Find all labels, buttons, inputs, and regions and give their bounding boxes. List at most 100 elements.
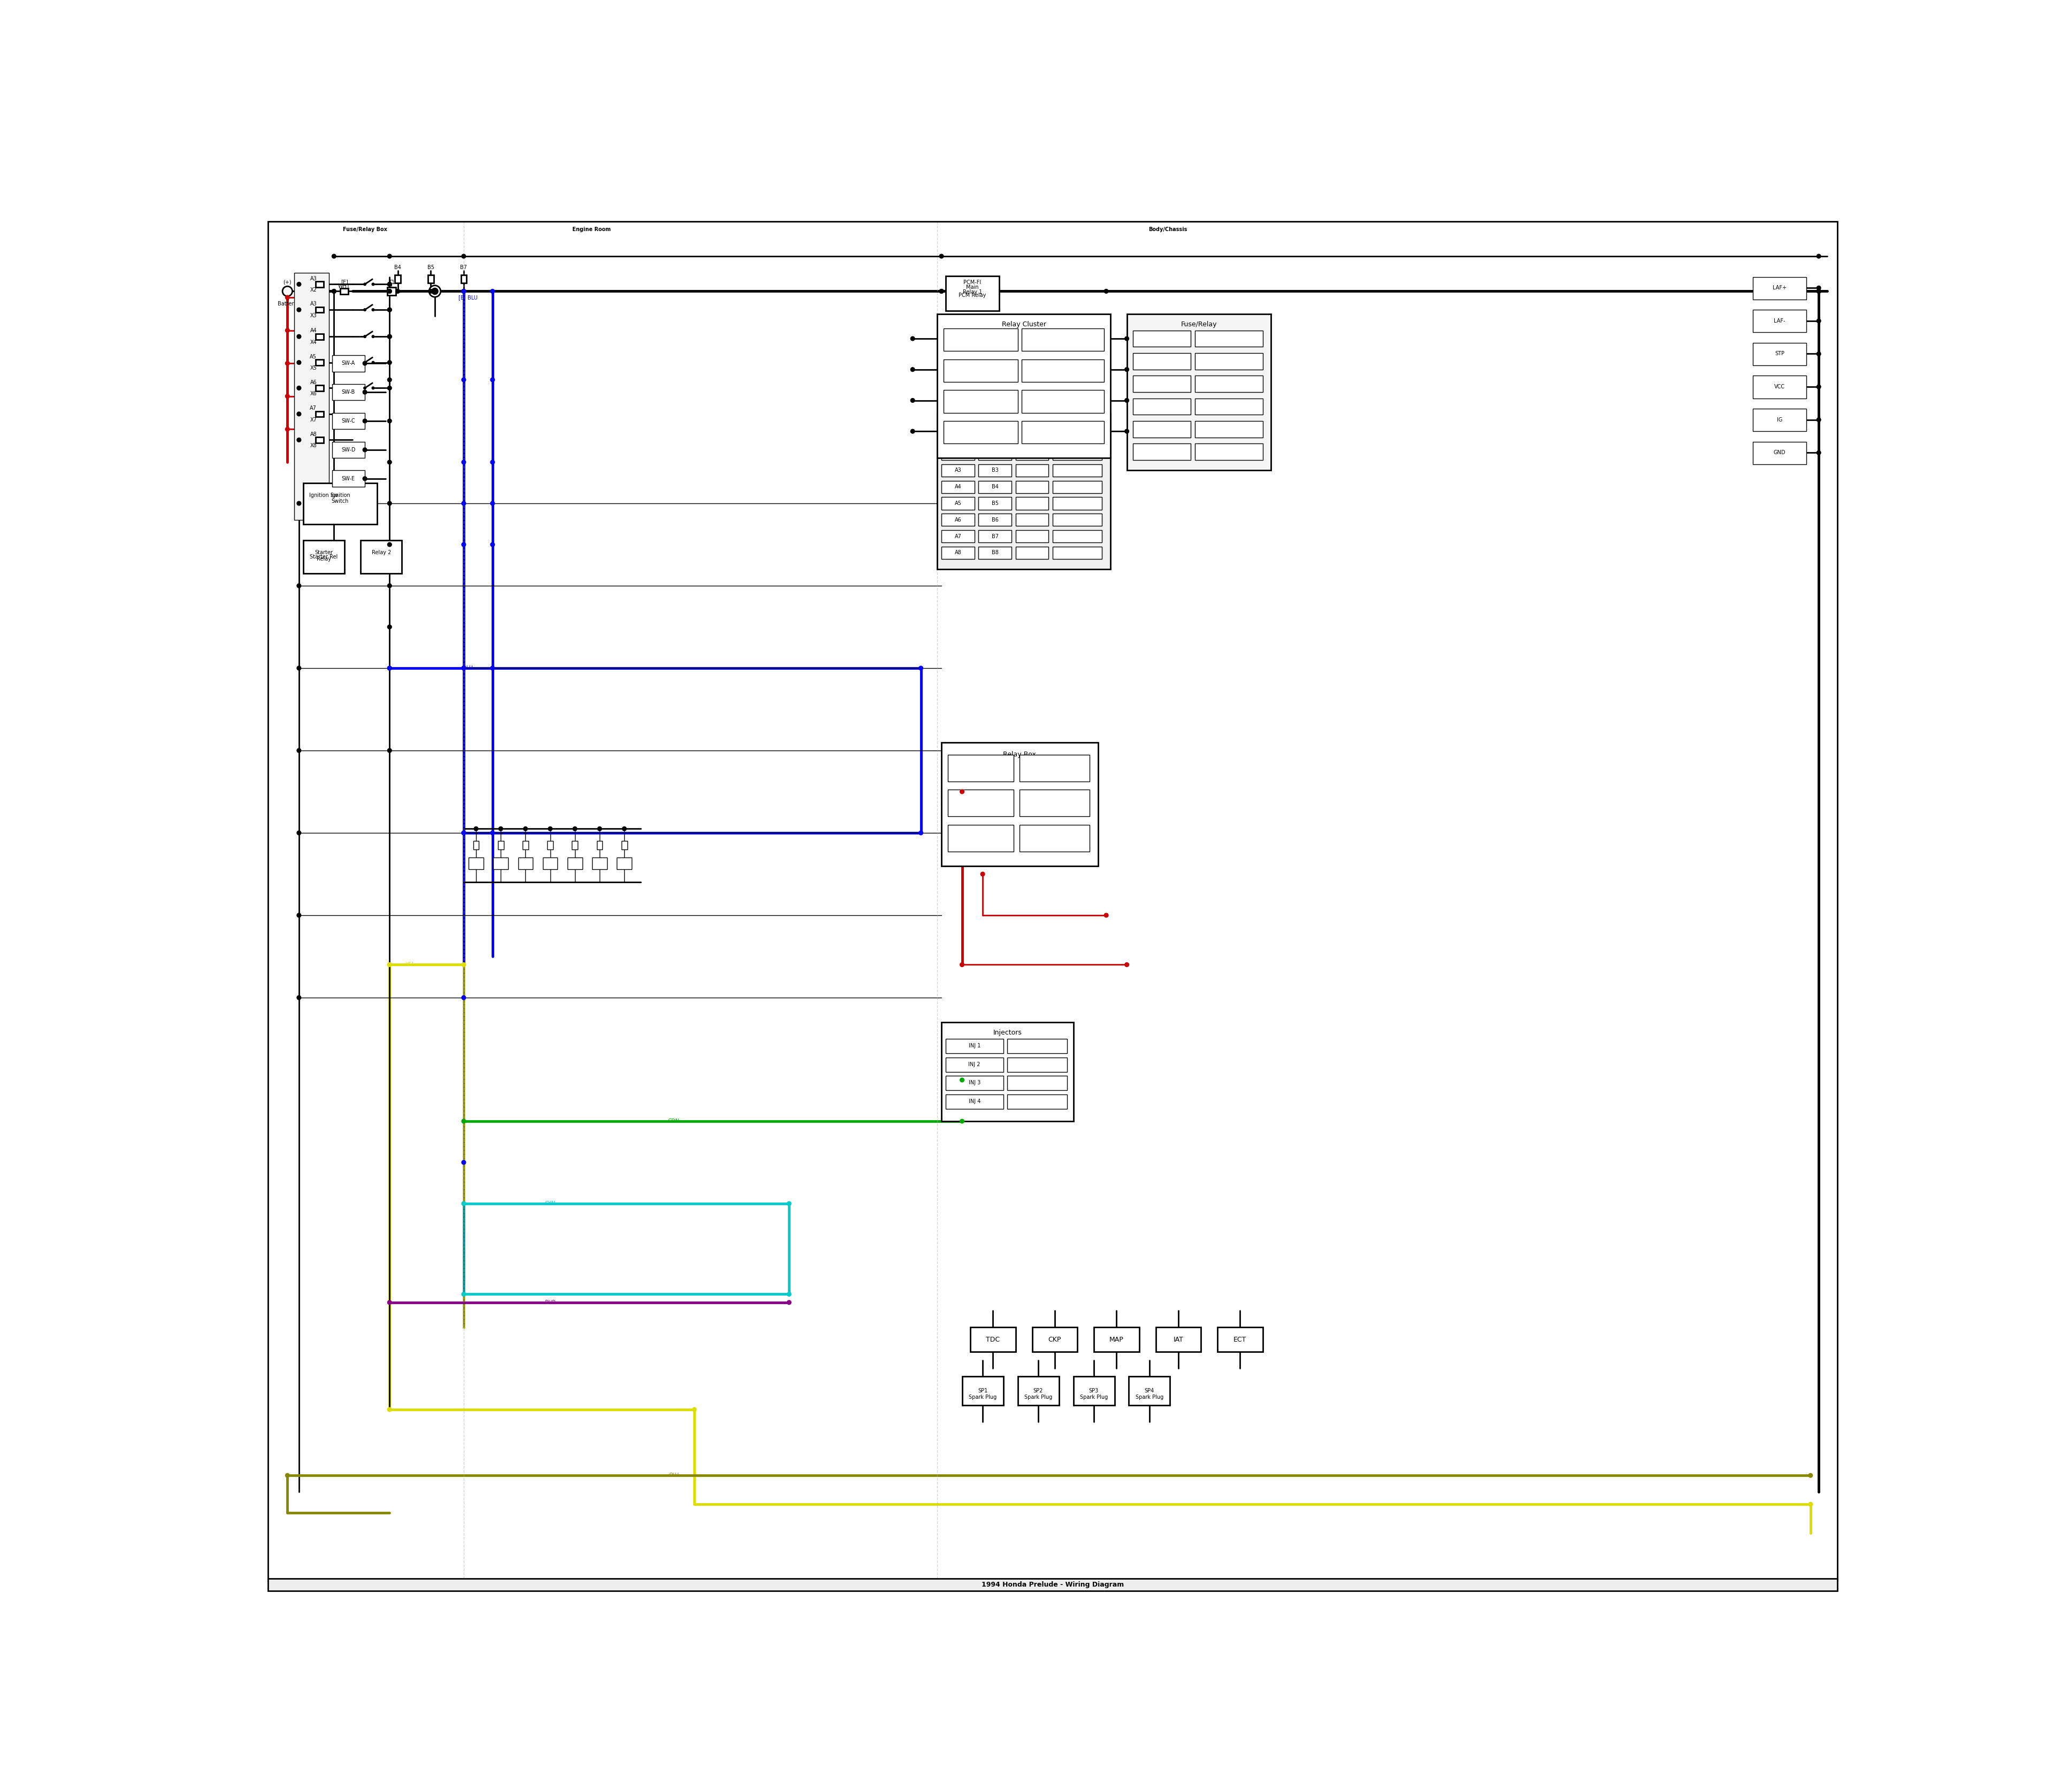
Bar — [304, 541, 345, 573]
Circle shape — [388, 962, 392, 966]
Bar — [941, 530, 974, 543]
Bar — [316, 281, 325, 287]
Bar — [1019, 754, 1091, 781]
Bar — [1134, 353, 1191, 369]
Bar — [969, 1328, 1015, 1351]
Bar — [943, 391, 1017, 412]
Circle shape — [1126, 337, 1130, 340]
Text: WHT: WHT — [339, 283, 351, 289]
Bar — [316, 437, 325, 443]
Circle shape — [474, 826, 479, 831]
Bar — [1134, 398, 1191, 414]
Bar — [304, 482, 378, 523]
Circle shape — [283, 287, 292, 296]
Text: Relay Cluster: Relay Cluster — [1002, 321, 1045, 328]
Bar — [945, 276, 998, 312]
Circle shape — [1816, 385, 1820, 389]
Text: Relay 1: Relay 1 — [963, 289, 982, 294]
Text: B3: B3 — [992, 468, 998, 473]
Text: A2: A2 — [955, 452, 961, 457]
Circle shape — [787, 1292, 791, 1296]
Text: SW-D: SW-D — [341, 448, 355, 453]
Bar — [941, 448, 974, 461]
Bar — [598, 840, 602, 849]
Circle shape — [388, 254, 392, 258]
Circle shape — [462, 996, 466, 1000]
Text: Starter Rel: Starter Rel — [310, 554, 337, 559]
Circle shape — [388, 461, 392, 464]
Bar — [937, 314, 1111, 459]
Text: SW-B: SW-B — [341, 389, 355, 394]
Bar — [1052, 530, 1103, 543]
Bar — [1015, 464, 1048, 477]
Circle shape — [364, 362, 368, 366]
Bar — [1195, 444, 1263, 461]
Bar — [937, 412, 1111, 570]
Circle shape — [431, 289, 438, 294]
Text: A3: A3 — [955, 468, 961, 473]
Text: INJ 3: INJ 3 — [967, 1081, 980, 1086]
Bar — [1130, 1376, 1171, 1405]
Bar — [362, 541, 403, 573]
Bar — [1134, 376, 1191, 392]
Circle shape — [298, 385, 302, 391]
Circle shape — [462, 831, 466, 835]
Bar — [394, 274, 401, 283]
Text: B5: B5 — [992, 500, 998, 505]
Circle shape — [692, 1407, 696, 1412]
Circle shape — [298, 667, 302, 670]
Bar — [941, 742, 1099, 866]
Circle shape — [333, 254, 337, 258]
Circle shape — [433, 289, 438, 294]
Bar — [978, 496, 1011, 509]
Circle shape — [298, 996, 302, 1000]
Bar — [316, 360, 325, 366]
Bar — [1021, 391, 1105, 412]
Text: M5: M5 — [1773, 280, 1781, 285]
Text: X3: X3 — [310, 314, 316, 319]
Text: PCM Relay: PCM Relay — [959, 292, 986, 297]
Circle shape — [491, 831, 495, 835]
Bar — [1015, 432, 1048, 444]
Text: IAT: IAT — [1173, 1337, 1183, 1342]
Text: A7: A7 — [310, 405, 316, 410]
Bar — [1768, 287, 1787, 296]
Text: GND: GND — [1773, 450, 1785, 455]
Circle shape — [939, 289, 943, 294]
Circle shape — [372, 387, 374, 389]
Circle shape — [491, 289, 495, 294]
Bar — [947, 824, 1013, 851]
Circle shape — [462, 502, 466, 505]
Circle shape — [388, 1301, 392, 1305]
Circle shape — [388, 289, 392, 294]
Circle shape — [1816, 289, 1820, 294]
Circle shape — [286, 296, 290, 299]
Text: A3: A3 — [310, 301, 316, 306]
Bar — [333, 355, 366, 371]
Circle shape — [298, 335, 302, 339]
Bar — [941, 480, 974, 493]
Circle shape — [388, 335, 392, 339]
Bar — [1156, 1328, 1202, 1351]
Text: X2: X2 — [310, 287, 316, 292]
Text: A8: A8 — [955, 550, 961, 556]
Bar — [1015, 514, 1048, 527]
Circle shape — [1105, 914, 1109, 918]
Circle shape — [433, 289, 438, 294]
Text: IG: IG — [1777, 418, 1783, 423]
Circle shape — [491, 378, 495, 382]
Circle shape — [298, 584, 302, 588]
Bar — [333, 383, 366, 400]
Text: Spark Plug: Spark Plug — [1136, 1394, 1163, 1400]
Text: Ignition: Ignition — [331, 493, 349, 498]
Circle shape — [491, 543, 495, 547]
Bar — [341, 289, 349, 294]
Bar — [941, 464, 974, 477]
Circle shape — [388, 625, 392, 629]
Bar — [316, 385, 325, 391]
Bar — [1752, 310, 1805, 333]
Text: A1: A1 — [955, 435, 961, 441]
Bar — [961, 1376, 1002, 1405]
Text: X5: X5 — [310, 366, 316, 371]
Bar — [1752, 342, 1805, 366]
